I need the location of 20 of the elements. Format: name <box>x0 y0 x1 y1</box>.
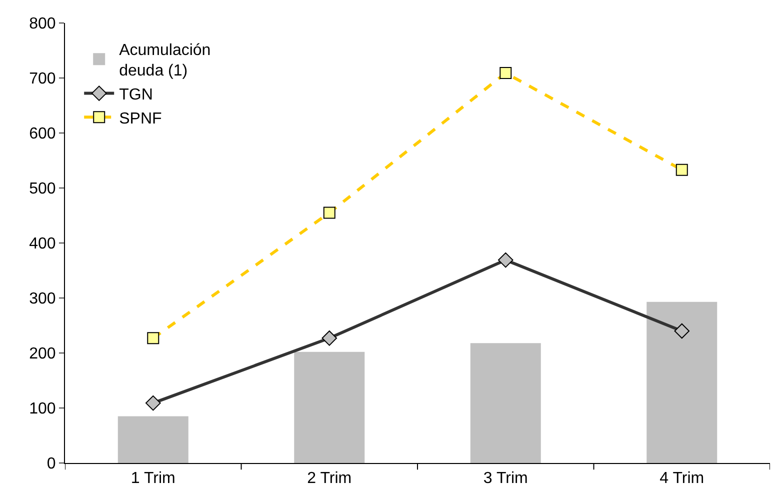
y-tick-label: 500 <box>29 180 56 198</box>
x-tick-label: 4 Trim <box>660 470 704 488</box>
y-tick-label: 700 <box>29 70 56 88</box>
x-tick-label: 2 Trim <box>307 470 352 488</box>
legend-label: SPNF <box>119 110 162 128</box>
y-tick-label: 600 <box>29 126 56 143</box>
y-tick-label: 200 <box>29 346 56 363</box>
y-tick-label: 400 <box>29 236 56 253</box>
bar <box>294 352 365 463</box>
x-tick-label: 3 Trim <box>483 470 528 488</box>
x-tick-label: 1 Trim <box>130 470 176 488</box>
legend-label: Acumulación deuda (1) <box>119 42 211 80</box>
y-tick-label: 800 <box>29 16 56 33</box>
legend-label: TGN <box>119 86 153 104</box>
bar <box>470 343 541 463</box>
y-tick-label: 100 <box>29 400 56 418</box>
bar <box>646 302 718 463</box>
y-tick-label: 0 <box>46 456 56 473</box>
bar <box>118 416 188 463</box>
y-tick-label: 300 <box>29 290 56 308</box>
